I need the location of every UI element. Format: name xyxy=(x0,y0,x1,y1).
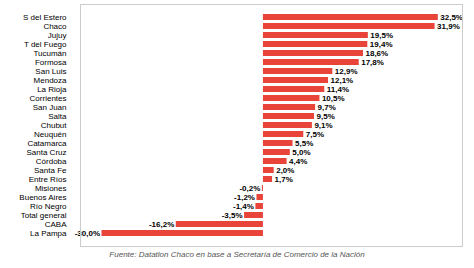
svg-text:La Rioja: La Rioja xyxy=(37,85,67,94)
html-text:Fuente: Datatlon Chaco en base: Fuente: Datatlon Chaco en base a Secreta… xyxy=(109,250,365,259)
svg-text:La Pampa: La Pampa xyxy=(30,229,67,238)
svg-text:7,5%: 7,5% xyxy=(306,130,324,139)
svg-text:Total general: Total general xyxy=(21,211,67,220)
svg-text:10,5%: 10,5% xyxy=(322,94,345,103)
svg-text:9,7%: 9,7% xyxy=(318,103,336,112)
svg-text:18,6%: 18,6% xyxy=(366,49,389,58)
svg-text:S del Estero: S del Estero xyxy=(23,13,67,22)
svg-text:Buenos Aires: Buenos Aires xyxy=(19,193,66,202)
svg-text:9,5%: 9,5% xyxy=(317,112,335,121)
svg-text:Santa Fe: Santa Fe xyxy=(34,166,67,175)
svg-text:Chubut: Chubut xyxy=(41,121,68,130)
svg-text:-16,2%: -16,2% xyxy=(149,220,174,229)
svg-text:Misiones: Misiones xyxy=(35,184,67,193)
svg-text:Neuquén: Neuquén xyxy=(34,130,66,139)
svg-text:17,8%: 17,8% xyxy=(361,58,384,67)
svg-text:Santa Cruz: Santa Cruz xyxy=(26,148,66,157)
svg-text:12,1%: 12,1% xyxy=(331,76,354,85)
svg-text:12,9%: 12,9% xyxy=(335,67,358,76)
svg-text:San Juan: San Juan xyxy=(33,103,67,112)
svg-text:2,0%: 2,0% xyxy=(276,166,294,175)
svg-text:-30,0%: -30,0% xyxy=(75,229,100,238)
svg-text:Catamarca: Catamarca xyxy=(27,139,67,148)
svg-text:1,7%: 1,7% xyxy=(275,175,293,184)
svg-text:San Luis: San Luis xyxy=(35,67,66,76)
svg-text:11,4%: 11,4% xyxy=(327,85,349,94)
svg-text:-3,5%: -3,5% xyxy=(222,211,243,220)
svg-text:Corrientes: Corrientes xyxy=(30,94,67,103)
svg-text:9,1%: 9,1% xyxy=(314,121,332,130)
svg-text:Mendoza: Mendoza xyxy=(34,76,67,85)
svg-text:Chaco: Chaco xyxy=(43,22,67,31)
svg-text:Entre Ríos: Entre Ríos xyxy=(29,175,67,184)
svg-text:-1,4%: -1,4% xyxy=(233,202,254,211)
svg-text:-1,2%: -1,2% xyxy=(234,193,255,202)
svg-text:Formosa: Formosa xyxy=(35,58,67,67)
svg-text:19,5%: 19,5% xyxy=(370,31,393,40)
svg-text:-0,2%: -0,2% xyxy=(239,184,260,193)
svg-text:31,9%: 31,9% xyxy=(437,22,460,31)
svg-text:Córdoba: Córdoba xyxy=(36,157,67,166)
svg-text:19,4%: 19,4% xyxy=(370,40,393,49)
svg-text:4,4%: 4,4% xyxy=(289,157,307,166)
svg-text:5,0%: 5,0% xyxy=(292,148,310,157)
svg-text:Jujuy: Jujuy xyxy=(48,31,67,40)
svg-text:Río Negro: Río Negro xyxy=(30,202,67,211)
svg-text:Salta: Salta xyxy=(48,112,67,121)
svg-text:5,5%: 5,5% xyxy=(295,139,313,148)
svg-text:T del Fuego: T del Fuego xyxy=(24,40,67,49)
svg-text:32,5%: 32,5% xyxy=(440,13,463,22)
svg-text:Tucumán: Tucumán xyxy=(33,49,66,58)
svg-text:CABA: CABA xyxy=(45,220,67,229)
